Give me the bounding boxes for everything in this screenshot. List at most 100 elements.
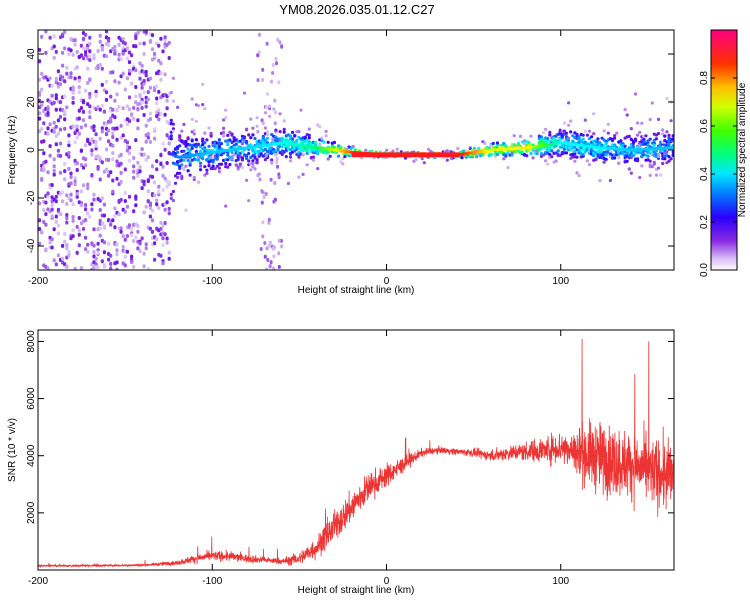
spectrogram-cell — [142, 82, 146, 86]
spectrogram-cell — [90, 207, 94, 212]
spectrogram-ridge-cell — [525, 146, 528, 150]
spectrogram-cell — [96, 66, 100, 70]
spectrogram-x-ticks: -200 -100 0 100 — [28, 30, 570, 287]
spectrogram-cell — [546, 137, 550, 141]
spectrogram-cell — [121, 37, 125, 41]
spectrogram-cell — [79, 43, 83, 48]
spectrogram-cell — [604, 157, 608, 161]
spectrogram-cell — [140, 236, 144, 241]
spectrogram-cell — [265, 133, 270, 137]
spectrogram-cell — [88, 77, 92, 82]
spectrogram-cell — [75, 194, 79, 199]
spectrogram-ridge-cell — [314, 145, 317, 149]
spectrogram-cell — [272, 107, 276, 111]
spectrogram-cell — [280, 44, 284, 49]
spectrogram-cell — [656, 166, 661, 170]
spectrogram-cell — [86, 81, 90, 85]
spectrogram-cell — [199, 145, 203, 149]
snr-x-axis-label: Height of straight line (km) — [298, 585, 415, 596]
snr-series-line — [38, 338, 674, 569]
spectrogram-ridge-cell — [590, 145, 593, 149]
spectrogram-cell — [307, 127, 311, 131]
spectrogram-cell — [146, 267, 150, 270]
spectrogram-cell — [265, 130, 270, 134]
spectrogram-cell — [84, 143, 88, 148]
spectrogram-ridge-cell — [305, 144, 309, 148]
spectrogram-cell — [77, 90, 81, 95]
spectrogram-cell — [75, 250, 79, 255]
spectrogram-ridge-cell — [483, 149, 486, 153]
spectrogram-cell — [65, 264, 69, 269]
spectrogram-cell — [119, 161, 123, 166]
spectrogram-cell — [211, 164, 215, 168]
spectrogram-cell — [269, 177, 273, 182]
spectrogram-cell — [602, 129, 606, 133]
spectrogram-cell — [144, 123, 148, 128]
spectrogram-ridge-cell — [247, 146, 250, 150]
spectrogram-cell — [138, 94, 142, 98]
spectrogram-cell — [109, 94, 113, 99]
spectrogram-ridge-cell — [209, 151, 213, 155]
spectrogram-cell — [180, 129, 184, 133]
spectrogram-cell — [260, 189, 264, 194]
spectrogram-cell — [544, 127, 548, 131]
spectrogram-cell — [61, 50, 65, 55]
spectrogram-cell — [75, 50, 79, 54]
spectrogram-cell — [48, 76, 52, 81]
spectrogram-cell — [159, 220, 163, 225]
spectrogram-cell — [132, 106, 136, 110]
spectrogram-cell — [171, 189, 175, 194]
spectrogram-cell — [102, 240, 106, 245]
spectrogram-cell — [650, 165, 654, 169]
spectrogram-cell — [518, 134, 523, 138]
spectrogram-cell — [472, 146, 477, 150]
spectrogram-ridge-cell — [219, 149, 223, 153]
spectrogram-cell — [144, 139, 148, 144]
spectrogram-cell — [88, 35, 92, 40]
spectrogram-cell — [92, 56, 96, 61]
spectrogram-cell — [142, 41, 146, 46]
spectrogram-cell — [42, 121, 46, 126]
spectrogram-cell — [625, 113, 629, 117]
spectrogram-ridge-cell — [213, 150, 217, 154]
spectrogram-cell — [52, 157, 56, 162]
spectrogram-ridge-cell — [347, 150, 351, 154]
spectrogram-cell — [98, 39, 102, 44]
spectrogram-ridge-cell — [598, 146, 601, 150]
spectrogram-cell — [146, 155, 150, 160]
spectrogram-cell — [73, 131, 77, 136]
spectrogram-cell — [104, 79, 109, 84]
spectrogram-cell — [242, 91, 247, 95]
spectrogram-ridge-cell — [178, 155, 181, 159]
spectrogram-cell — [69, 192, 73, 197]
spectrogram-cell — [293, 134, 297, 138]
spectrogram-cell — [276, 148, 280, 152]
spectrogram-ridge-cell — [583, 144, 587, 148]
spectrogram-cell — [604, 153, 608, 157]
spectrogram-cell — [535, 152, 539, 156]
spectrogram-cell — [307, 133, 311, 137]
spectrogram-cell — [100, 126, 104, 131]
spectrogram-cell — [77, 243, 81, 248]
spectrogram-ridge-cell — [462, 152, 466, 156]
spectrogram-cell — [107, 139, 111, 144]
spectrogram-cell — [104, 132, 109, 137]
spectrogram-cell — [610, 138, 615, 142]
spectrogram-ridge-cell — [297, 143, 300, 147]
spectrogram-cell — [84, 207, 88, 212]
spectrogram-cell — [146, 90, 150, 95]
spectrogram-cell — [90, 148, 94, 153]
spectrogram-cell — [180, 163, 184, 167]
spectrogram-cell — [661, 161, 665, 166]
spectrogram-cell — [228, 138, 232, 142]
spectrogram-cell — [207, 164, 211, 168]
spectrogram-cell — [654, 137, 658, 141]
spectrogram-cell — [311, 158, 316, 162]
spectrogram-cell — [96, 105, 100, 109]
spectrogram-cell — [182, 158, 186, 162]
spectrogram-cell — [132, 169, 136, 174]
spectrogram-cell — [277, 238, 281, 243]
spectrogram-cell — [613, 136, 617, 140]
spectrogram-ridge-cell — [631, 148, 635, 152]
spectrogram-ridge-cell — [180, 155, 183, 159]
